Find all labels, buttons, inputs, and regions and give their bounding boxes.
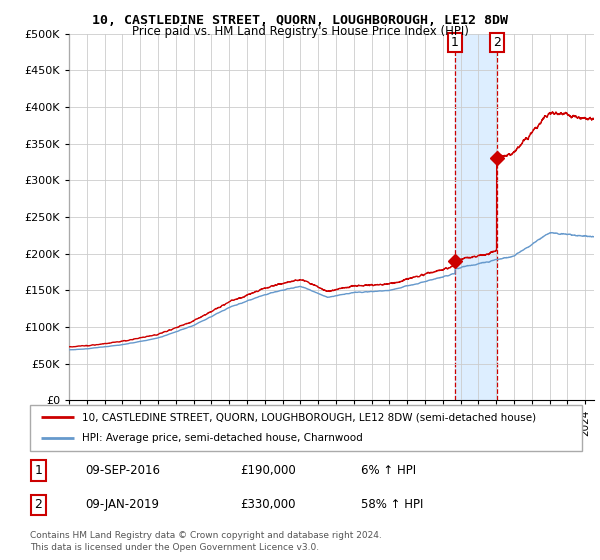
Text: £190,000: £190,000 [240,464,296,477]
Text: 58% ↑ HPI: 58% ↑ HPI [361,498,424,511]
Text: 6% ↑ HPI: 6% ↑ HPI [361,464,416,477]
Text: 09-JAN-2019: 09-JAN-2019 [85,498,159,511]
Text: 10, CASTLEDINE STREET, QUORN, LOUGHBOROUGH, LE12 8DW: 10, CASTLEDINE STREET, QUORN, LOUGHBOROU… [92,14,508,27]
Text: 2: 2 [493,36,500,49]
Bar [455,34,497,400]
Text: £330,000: £330,000 [240,498,295,511]
Text: 2: 2 [34,498,42,511]
Text: HPI: Average price, semi-detached house, Charnwood: HPI: Average price, semi-detached house,… [82,433,363,444]
Text: 1: 1 [34,464,42,477]
FancyBboxPatch shape [30,405,582,451]
Text: 10, CASTLEDINE STREET, QUORN, LOUGHBOROUGH, LE12 8DW (semi-detached house): 10, CASTLEDINE STREET, QUORN, LOUGHBOROU… [82,412,536,422]
Text: 1: 1 [451,36,459,49]
Text: Contains HM Land Registry data © Crown copyright and database right 2024.
This d: Contains HM Land Registry data © Crown c… [30,531,382,552]
Text: Price paid vs. HM Land Registry's House Price Index (HPI): Price paid vs. HM Land Registry's House … [131,25,469,38]
Text: 09-SEP-2016: 09-SEP-2016 [85,464,160,477]
